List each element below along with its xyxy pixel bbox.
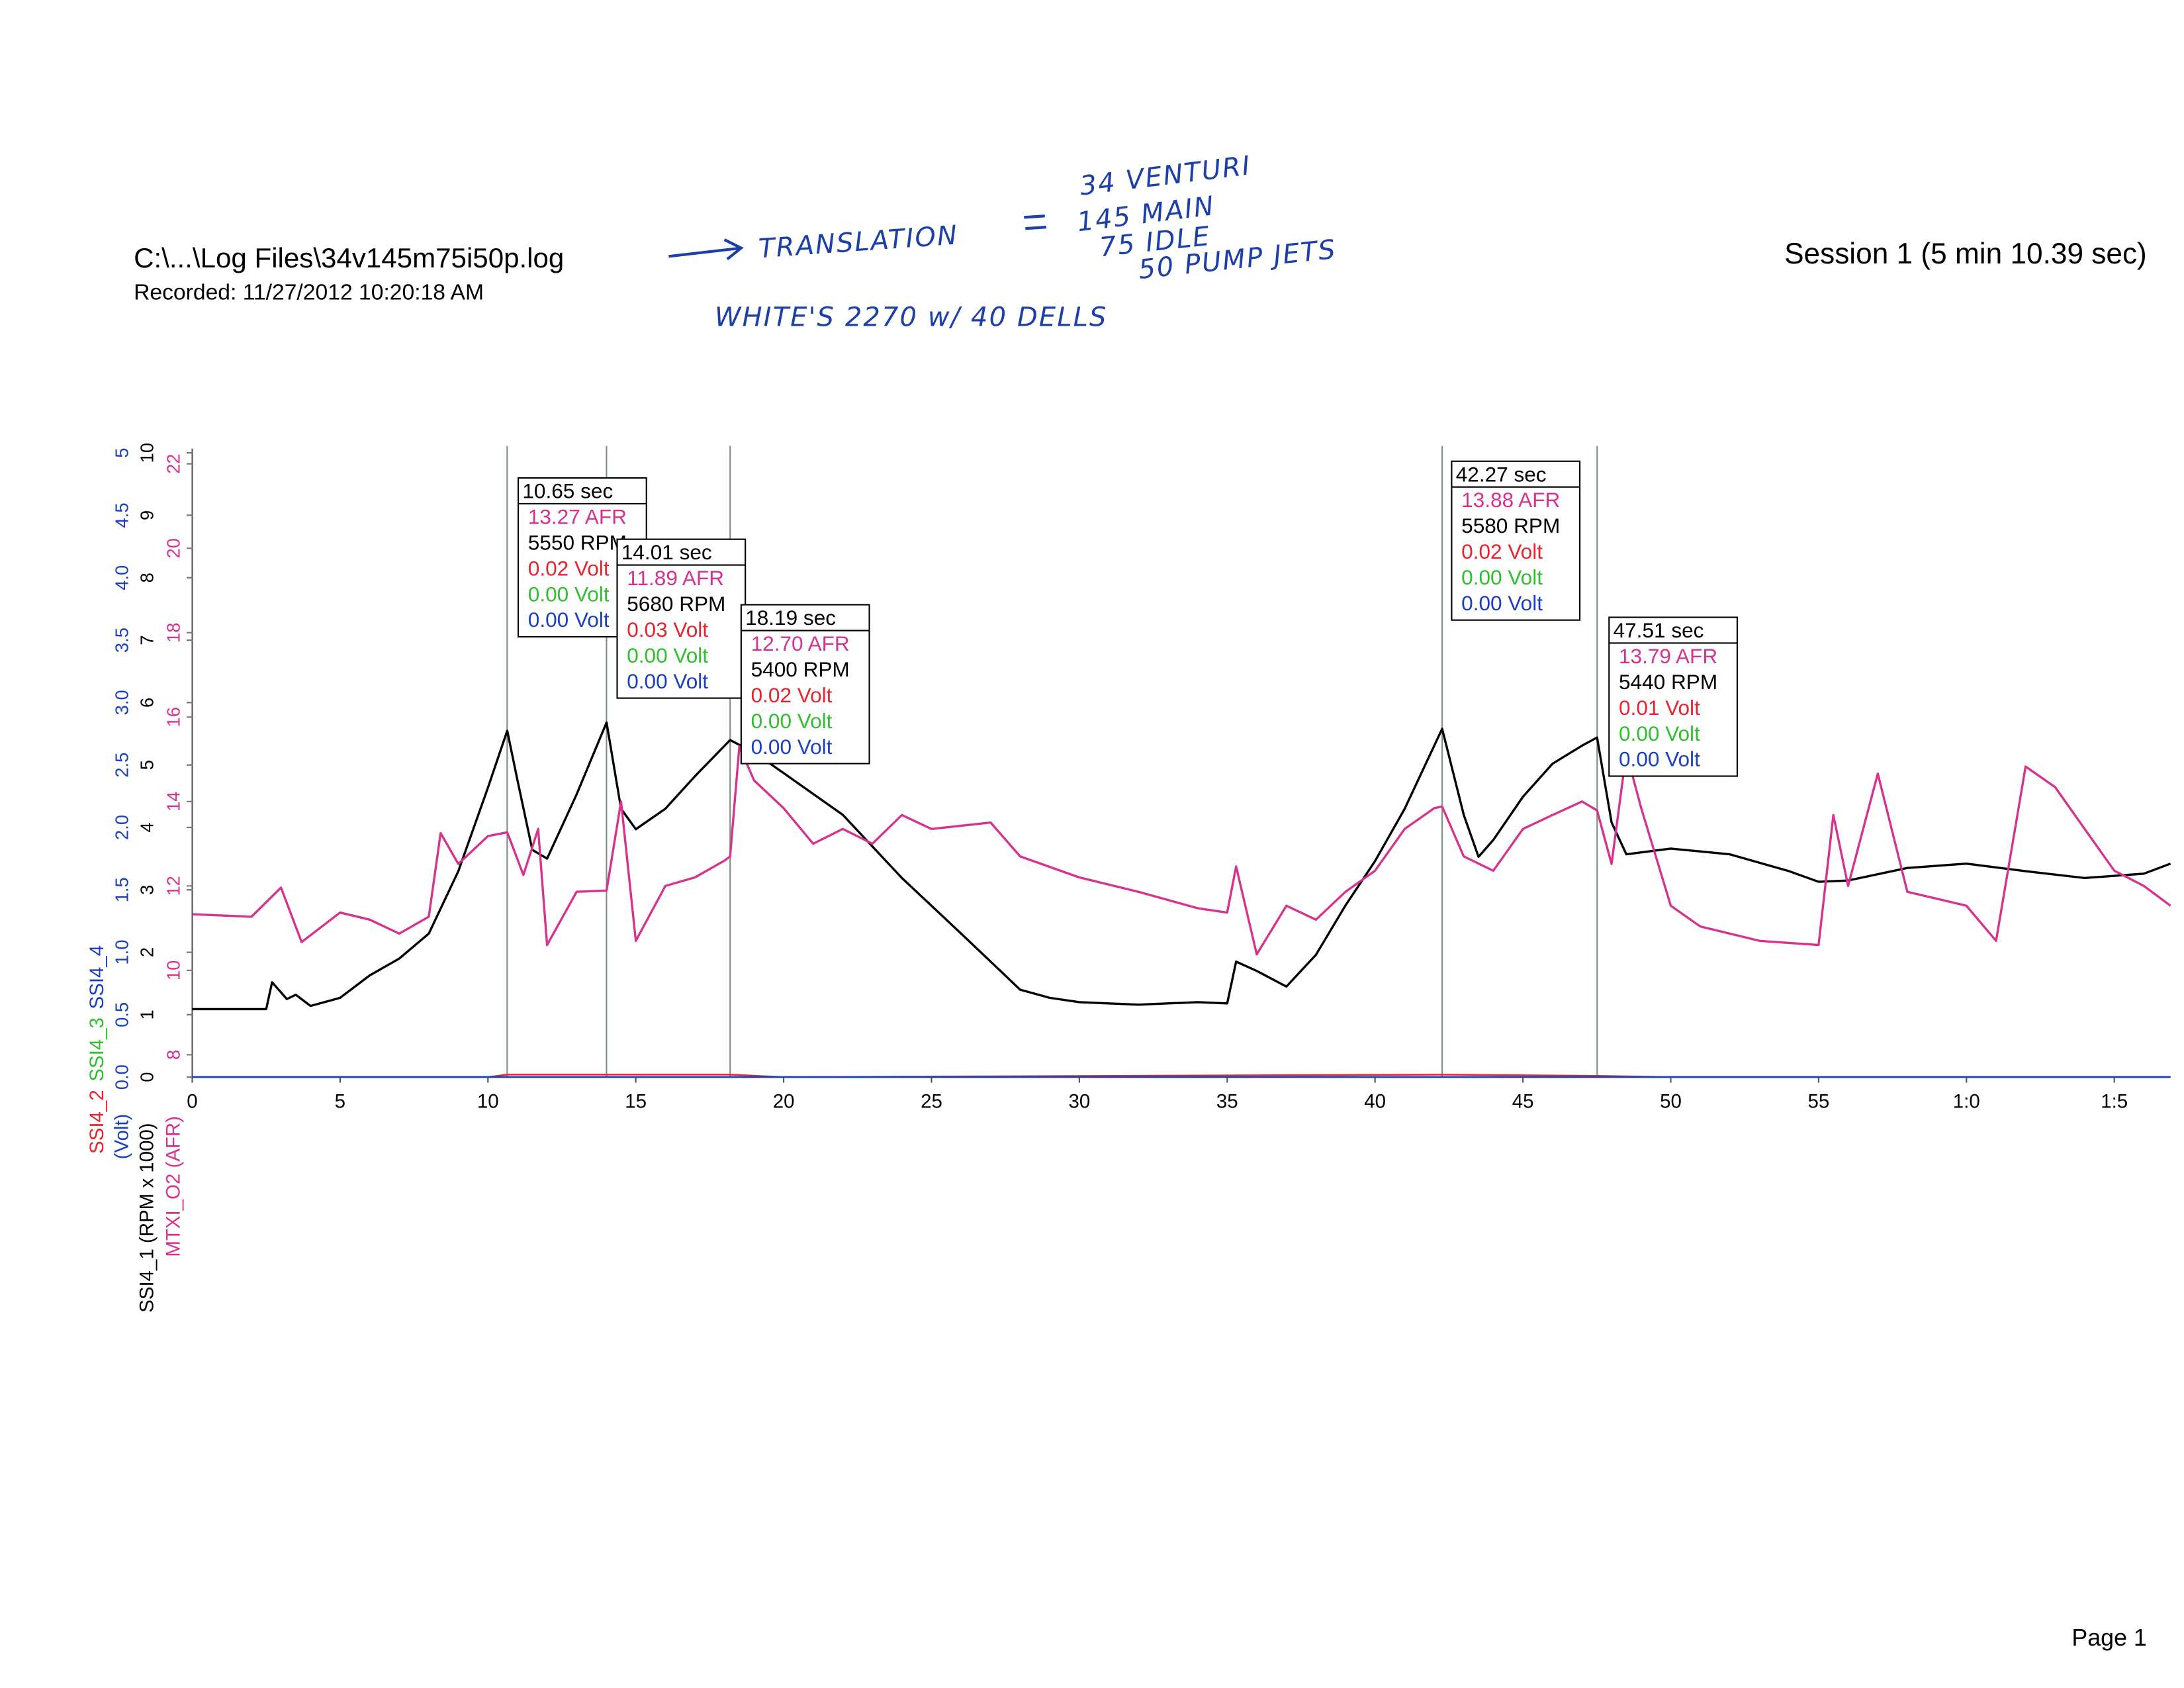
legend-entry: SSI4_3 xyxy=(86,1017,108,1082)
y-tick-label: 2 xyxy=(137,947,158,957)
file-path: C:\...\Log Files\34v145m75i50p.log xyxy=(134,242,564,273)
note: WHITE'S 2270 w/ 40 DELLS xyxy=(715,303,1108,333)
session-info: Session 1 (5 min 10.39 sec) xyxy=(1784,238,2147,270)
page-number: Page 1 xyxy=(2071,1624,2146,1651)
cursor-label: 42.27 sec xyxy=(1456,462,1547,486)
x-tick-label: 5 xyxy=(335,1090,345,1112)
cursor-label: 5550 RPM xyxy=(528,530,627,554)
cursor-label: 0.00 Volt xyxy=(528,582,610,606)
y-tick-label: 10 xyxy=(137,443,158,463)
note-arrow-head xyxy=(723,238,744,261)
y-tick-label: 0.0 xyxy=(112,1064,132,1090)
cursor-label: 5440 RPM xyxy=(1619,670,1717,694)
cursor-label: 0.00 Volt xyxy=(627,669,708,693)
cursor-label: 14.01 sec xyxy=(621,540,712,564)
y-tick-label: 22 xyxy=(163,453,184,473)
y-tick-label: 2.0 xyxy=(112,815,132,840)
y-tick-label: 5 xyxy=(112,448,132,458)
y-tick-label: 10 xyxy=(163,961,184,980)
y-tick-label: 0.5 xyxy=(112,1002,132,1027)
legend-entry: SSI4_4 xyxy=(86,945,108,1009)
volt-axis-unit: (Volt) xyxy=(111,1114,133,1160)
cursor-label: 47.51 sec xyxy=(1614,618,1704,642)
x-tick-label: 25 xyxy=(921,1090,942,1112)
x-tick-label: 0 xyxy=(187,1090,197,1112)
x-tick-label: 35 xyxy=(1216,1090,1238,1112)
x-tick-label: 45 xyxy=(1512,1090,1534,1112)
y-tick-label: 8 xyxy=(163,1050,184,1060)
cursor-label: 0.00 Volt xyxy=(627,643,708,667)
y-tick-label: 4.0 xyxy=(112,565,132,590)
y-tick-label: 1.5 xyxy=(112,877,132,902)
volt-axis-title: SSI4_2 SSI4_3 SSI4_4 xyxy=(86,945,108,1154)
cursor-label: 12.70 AFR xyxy=(751,632,850,655)
y-tick-label: 3.5 xyxy=(112,628,132,653)
series-line xyxy=(192,721,2171,1011)
legend-entry: MTXI_O2 (AFR) xyxy=(163,1116,185,1257)
y-tick-label: 14 xyxy=(163,792,184,812)
y-tick-label: 8 xyxy=(137,573,158,583)
x-tick-label: 10 xyxy=(477,1090,499,1112)
cursor-label: 11.89 AFR xyxy=(627,566,724,590)
cursor-label: 10.65 sec xyxy=(522,479,613,503)
x-tick-label: 40 xyxy=(1364,1090,1386,1112)
x-tick-label: 15 xyxy=(625,1090,647,1112)
note: 34 VENTURI xyxy=(1078,150,1253,201)
y-tick-label: 3.0 xyxy=(112,690,132,715)
cursor-label: 0.00 Volt xyxy=(1619,747,1700,771)
note-equals xyxy=(1025,226,1046,230)
cursor-label: 0.02 Volt xyxy=(1461,539,1543,563)
y-tick-label: 4 xyxy=(137,822,158,832)
note-arrow xyxy=(668,246,742,258)
cursor-label: 0.01 Volt xyxy=(1619,696,1700,720)
cursor-label: 0.00 Volt xyxy=(751,735,833,759)
cursor-label: 0.00 Volt xyxy=(751,709,833,733)
series-line xyxy=(192,745,2171,956)
y-tick-label: 20 xyxy=(163,538,184,558)
y-tick-label: 5 xyxy=(137,760,158,770)
cursor-label: 0.00 Volt xyxy=(1619,722,1700,745)
note: TRANSLATION xyxy=(758,220,960,264)
x-tick-label: 50 xyxy=(1660,1090,1682,1112)
y-tick-label: 1.0 xyxy=(112,940,132,965)
cursor-label: 5400 RPM xyxy=(751,657,850,681)
y-tick-label: 4.5 xyxy=(112,502,132,528)
handwritten-notes: TRANSLATION 34 VENTURI 145 MAIN 75 IDLE … xyxy=(668,150,1338,333)
y-tick-label: 2.5 xyxy=(112,753,132,778)
y-tick-label: 7 xyxy=(137,635,158,645)
cursor-label: 18.19 sec xyxy=(745,606,836,630)
y-tick-label: 16 xyxy=(163,707,184,727)
y-tick-label: 9 xyxy=(137,510,158,520)
cursor-label: 0.02 Volt xyxy=(528,556,610,580)
x-tick-label: 1:0 xyxy=(1953,1090,1980,1112)
legend-entry: SSI4_1 (RPM x 1000) xyxy=(136,1123,158,1312)
cursor-label: 0.00 Volt xyxy=(1461,565,1543,589)
y-tick-label: 18 xyxy=(163,623,184,643)
y-tick-label: 1 xyxy=(137,1009,158,1019)
legend-entry: SSI4_2 xyxy=(86,1090,108,1154)
x-tick-label: 30 xyxy=(1069,1090,1091,1112)
cursor-label: 5680 RPM xyxy=(627,592,725,616)
x-tick-label: 1:5 xyxy=(2101,1090,2128,1112)
y-tick-label: 12 xyxy=(163,876,184,896)
cursor-label: 0.03 Volt xyxy=(627,618,708,641)
cursor-label: 13.88 AFR xyxy=(1461,488,1560,512)
recorded-date: Recorded: 11/27/2012 10:20:18 AM xyxy=(134,281,484,305)
y-tick-label: 0 xyxy=(137,1072,158,1082)
cursor-label: 0.02 Volt xyxy=(751,683,833,707)
cursor-label: 0.00 Volt xyxy=(528,608,610,632)
y-tick-label: 6 xyxy=(137,698,158,708)
x-tick-label: 55 xyxy=(1808,1090,1830,1112)
cursor-label: 0.00 Volt xyxy=(1461,591,1543,615)
x-tick-label: 20 xyxy=(773,1090,795,1112)
note-equals xyxy=(1024,214,1045,219)
cursor-label: 13.27 AFR xyxy=(528,504,627,528)
y-tick-label: 3 xyxy=(137,885,158,895)
cursor-label: 5580 RPM xyxy=(1461,514,1560,538)
cursor-label: 13.79 AFR xyxy=(1619,644,1717,668)
